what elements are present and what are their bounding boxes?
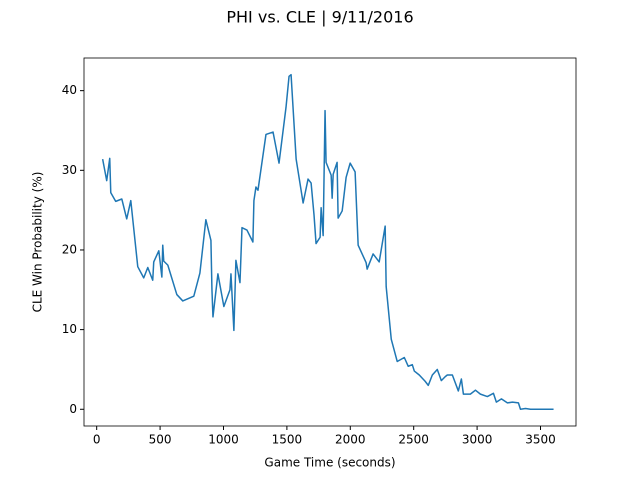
plot-frame — [83, 57, 577, 427]
x-tick-label: 3500 — [525, 433, 556, 447]
x-tick-label: 1000 — [208, 433, 239, 447]
y-tick-label: 10 — [62, 322, 77, 336]
x-tick-label: 500 — [149, 433, 172, 447]
x-tick-label: 2500 — [398, 433, 429, 447]
y-tick-label: 40 — [62, 83, 77, 97]
x-tick-label: 0 — [93, 433, 101, 447]
x-tick-label: 3000 — [462, 433, 493, 447]
data-line — [101, 73, 554, 411]
y-tick-label: 0 — [69, 402, 77, 416]
y-axis-label: CLE Win Probability (%) — [31, 172, 45, 313]
x-tick-label: 2000 — [335, 433, 366, 447]
y-tick-label: 30 — [62, 163, 77, 177]
chart-title: PHI vs. CLE | 9/11/2016 — [226, 8, 413, 27]
y-tick-label: 20 — [62, 242, 77, 256]
x-axis-label: Game Time (seconds) — [264, 456, 395, 470]
x-tick-label: 1500 — [272, 433, 303, 447]
